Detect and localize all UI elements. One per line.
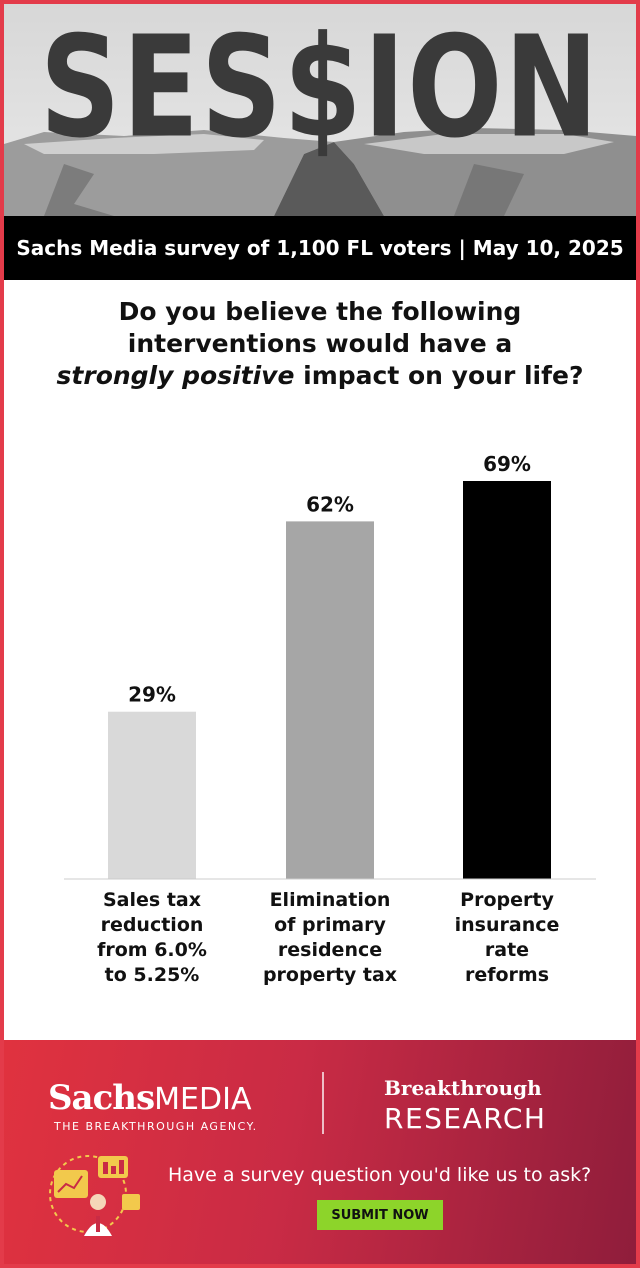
breakthrough-logo-bottom: RESEARCH: [384, 1102, 547, 1135]
logo-divider: [322, 1072, 324, 1134]
category-label-3-line-2: insurance: [455, 914, 560, 936]
logo-media-text: MEDIA: [154, 1082, 252, 1117]
category-label-1-line-1: Sales tax: [103, 889, 201, 911]
question-emphasis: strongly positive: [56, 361, 295, 390]
bar-1: [108, 711, 196, 879]
category-label-2-line-2: of primary: [274, 914, 386, 936]
survey-question: Do you believe the following interventio…: [24, 296, 616, 392]
category-label-1-line-3: from 6.0%: [97, 939, 207, 961]
bar-3: [463, 481, 551, 879]
bar-chart: 29% Sales tax reduction from 6.0% to 5.25% 62…: [64, 452, 596, 986]
footer: SachsMEDIA THE BREAKTHROUGH AGENCY. Brea…: [4, 1040, 636, 1264]
breakthrough-logo-top: Breakthrough: [384, 1076, 542, 1100]
question-line-2: interventions would have a: [127, 329, 513, 358]
category-label-1-line-2: reduction: [101, 914, 204, 936]
bar-2: [286, 521, 374, 879]
value-label-2: 62%: [306, 492, 354, 516]
question-line-1: Do you believe the following: [118, 297, 522, 326]
submit-now-button[interactable]: SUBMIT NOW: [317, 1200, 443, 1230]
logo-tagline: THE BREAKTHROUGH AGENCY.: [54, 1120, 258, 1133]
cliff-illustration: [4, 4, 636, 216]
value-label-1: 29%: [128, 683, 176, 707]
cta-text: Have a survey question you'd like us to …: [168, 1164, 592, 1186]
hero-image: SES$ION: [4, 4, 636, 216]
category-label-3-line-1: Property: [460, 889, 554, 911]
value-label-3: 69%: [483, 452, 531, 476]
category-label-3-line-4: reforms: [465, 964, 549, 986]
sachs-media-logo: SachsMEDIA: [48, 1078, 251, 1118]
category-label-3-line-3: rate: [485, 939, 529, 961]
category-label-2-line-1: Elimination: [270, 889, 391, 911]
research-team-icon: [49, 1155, 140, 1236]
logo-sachs-text: Sachs: [48, 1078, 155, 1118]
survey-banner: Sachs Media survey of 1,100 FL voters | …: [4, 216, 636, 280]
category-label-2-line-4: property tax: [263, 964, 397, 986]
session-logo-title: SES$ION: [39, 6, 601, 170]
question-line-3: strongly positive impact on your life?: [24, 360, 616, 392]
category-label-1-line-4: to 5.25%: [105, 964, 200, 986]
category-label-2-line-3: residence: [278, 939, 382, 961]
question-line-3-rest: impact on your life?: [303, 361, 584, 390]
